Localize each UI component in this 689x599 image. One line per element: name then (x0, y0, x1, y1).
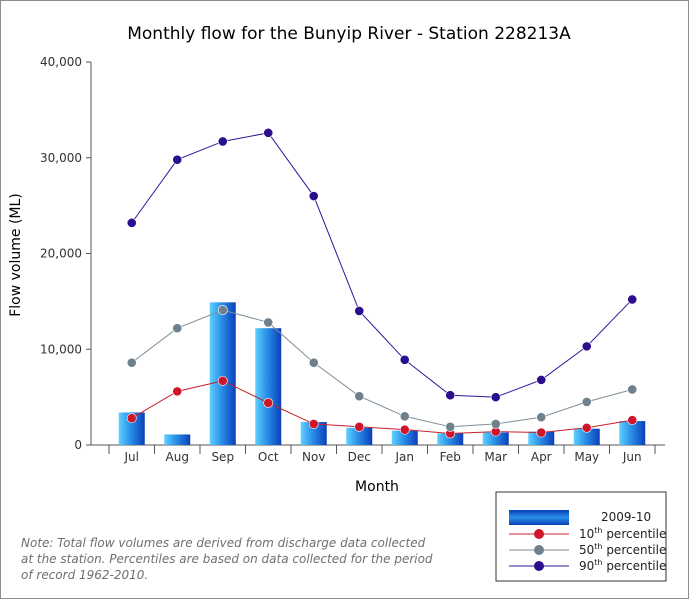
bar-jan (391, 430, 418, 445)
bar-mar (482, 432, 509, 445)
point-50th-oct (263, 317, 274, 328)
y-tick-label: 40,000 (40, 55, 82, 69)
point-50th-feb (445, 421, 456, 432)
y-tick-label: 10,000 (40, 342, 82, 356)
x-tick-label-apr: Apr (531, 450, 552, 464)
point-90th-apr (536, 374, 547, 385)
line-90th-percentile (131, 132, 633, 398)
legend-label-number: 10 (579, 527, 594, 541)
legend-marker-50th (534, 545, 544, 555)
legend-swatch-bar (509, 510, 569, 525)
point-90th-oct (263, 127, 274, 138)
bar-oct (255, 328, 282, 445)
legend-label-text: percentile (603, 543, 667, 557)
line-10th-percentile (131, 380, 633, 435)
bar-may (573, 428, 600, 445)
axes: 0 10,000 20,000 30,000 40,000 Jul Aug Sep Oct Nov… (40, 55, 665, 464)
point-90th-feb (445, 390, 456, 401)
x-tick-label-feb: Feb (440, 450, 461, 464)
legend-label-10th-percentile: 10th percentile (579, 526, 666, 541)
legend-label-text: percentile (603, 527, 667, 541)
point-90th-nov (308, 191, 319, 201)
x-tick-label-mar: Mar (484, 450, 507, 464)
point-50th-dec (354, 391, 365, 402)
x-tick-label-jun: Jun (622, 450, 642, 464)
point-10th-apr (536, 427, 547, 438)
legend-label-number: 90 (579, 559, 594, 573)
point-10th-jun (627, 415, 638, 426)
legend-label-50th-percentile: 50th percentile (579, 542, 666, 557)
point-10th-aug (172, 386, 183, 397)
legend-label-superscript: th (594, 558, 602, 567)
point-50th-apr (536, 412, 547, 423)
bar-apr (528, 431, 555, 445)
point-90th-mar (490, 392, 501, 403)
point-10th-may (581, 422, 592, 433)
legend-marker-90th (534, 561, 544, 571)
bar-sep (209, 302, 236, 445)
point-50th-jun (627, 384, 638, 395)
point-90th-may (581, 341, 592, 352)
point-50th-jul (126, 357, 137, 368)
percentile-lines (126, 127, 638, 439)
legend-label-superscript: th (594, 542, 602, 551)
x-tick-label-jul: Jul (124, 450, 139, 464)
point-90th-dec (354, 306, 365, 316)
point-50th-nov (308, 357, 319, 368)
bar-feb (437, 433, 464, 445)
legend-marker-10th (534, 529, 544, 539)
point-90th-jun (627, 294, 638, 305)
legend-label-superscript: th (594, 526, 602, 535)
point-90th-jan (399, 354, 410, 365)
x-tick-label-oct: Oct (258, 450, 279, 464)
x-axis-label: Month (355, 479, 399, 495)
x-tick-label-may: May (574, 450, 599, 464)
point-10th-sep (217, 375, 228, 386)
point-50th-aug (172, 323, 183, 334)
x-tick-label-jan: Jan (395, 450, 415, 464)
point-90th-sep (217, 136, 228, 147)
bars-2009-10 (118, 302, 646, 445)
bar-nov (300, 422, 327, 445)
y-tick-label: 0 (74, 438, 82, 452)
legend-label-2009-10: 2009-10 (601, 510, 651, 524)
x-tick-label-aug: Aug (166, 450, 189, 464)
point-10th-nov (308, 419, 319, 429)
point-50th-sep (217, 305, 228, 315)
chart-title: Monthly flow for the Bunyip River - Stat… (127, 24, 571, 44)
bar-jun (619, 421, 646, 445)
y-tick-label: 20,000 (40, 247, 82, 261)
point-90th-aug (172, 154, 183, 165)
footnote: Note: Total flow volumes are derived fro… (21, 536, 433, 582)
point-50th-mar (490, 419, 501, 429)
line-50th-percentile (131, 309, 633, 428)
legend-label-90th-percentile: 90th percentile (579, 558, 666, 573)
y-tick-label: 30,000 (40, 151, 82, 165)
point-50th-may (581, 397, 592, 407)
x-tick-label-sep: Sep (211, 450, 234, 464)
x-tick-label-dec: Dec (348, 450, 371, 464)
x-tick-label-nov: Nov (302, 450, 325, 464)
legend-label-number: 50 (579, 543, 594, 557)
point-10th-jul (126, 413, 137, 424)
bar-aug (164, 434, 191, 445)
point-10th-jan (399, 424, 410, 435)
point-50th-jan (399, 411, 410, 422)
point-90th-jul (126, 217, 137, 228)
bar-dec (346, 427, 373, 445)
legend-label-text: percentile (603, 559, 667, 573)
point-10th-oct (263, 397, 274, 408)
point-10th-dec (354, 421, 365, 432)
y-axis-label: Flow volume (ML) (8, 193, 24, 317)
